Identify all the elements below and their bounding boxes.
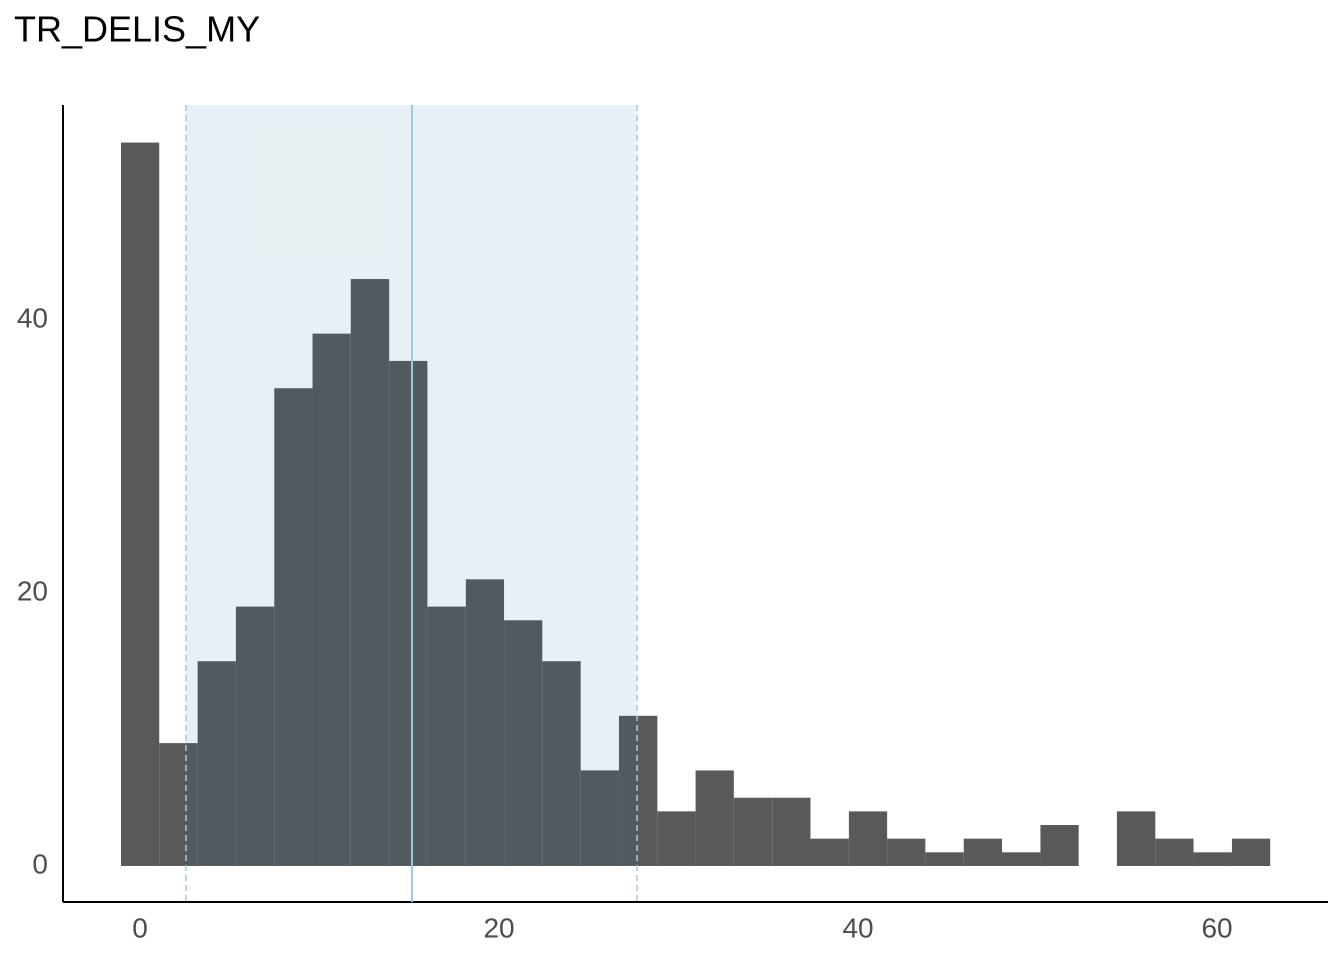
bar xyxy=(1193,852,1232,866)
x-tick-label: 40 xyxy=(842,912,873,943)
bar xyxy=(197,661,236,866)
chart-title: TR_DELIS_MY xyxy=(14,9,260,50)
bar xyxy=(389,360,428,866)
x-tick-label: 20 xyxy=(483,912,514,943)
bar xyxy=(695,770,734,866)
bar xyxy=(235,606,275,866)
bar xyxy=(1116,811,1156,866)
bar xyxy=(618,715,658,866)
y-tick-label: 0 xyxy=(32,848,48,879)
bar xyxy=(848,811,888,866)
bar xyxy=(1002,852,1041,866)
bar xyxy=(580,770,619,866)
bar xyxy=(887,838,926,866)
bar xyxy=(925,852,964,866)
bar xyxy=(120,142,160,866)
bar xyxy=(963,838,1003,866)
bar xyxy=(312,333,351,866)
x-tick-label: 60 xyxy=(1201,912,1232,943)
bar xyxy=(1231,838,1271,866)
bar xyxy=(810,838,849,866)
bar xyxy=(1040,825,1079,866)
y-tick-label: 20 xyxy=(17,575,48,606)
bar xyxy=(504,620,543,866)
bar xyxy=(274,388,313,866)
bar xyxy=(657,811,696,866)
bar xyxy=(159,743,198,866)
bar xyxy=(733,797,773,866)
y-tick-label: 40 xyxy=(17,302,48,333)
bar xyxy=(542,661,581,866)
bar xyxy=(465,579,505,866)
bar xyxy=(772,797,811,866)
bar xyxy=(427,606,466,866)
bar xyxy=(350,279,390,866)
bar xyxy=(1155,838,1194,866)
x-tick-label: 0 xyxy=(132,912,148,943)
